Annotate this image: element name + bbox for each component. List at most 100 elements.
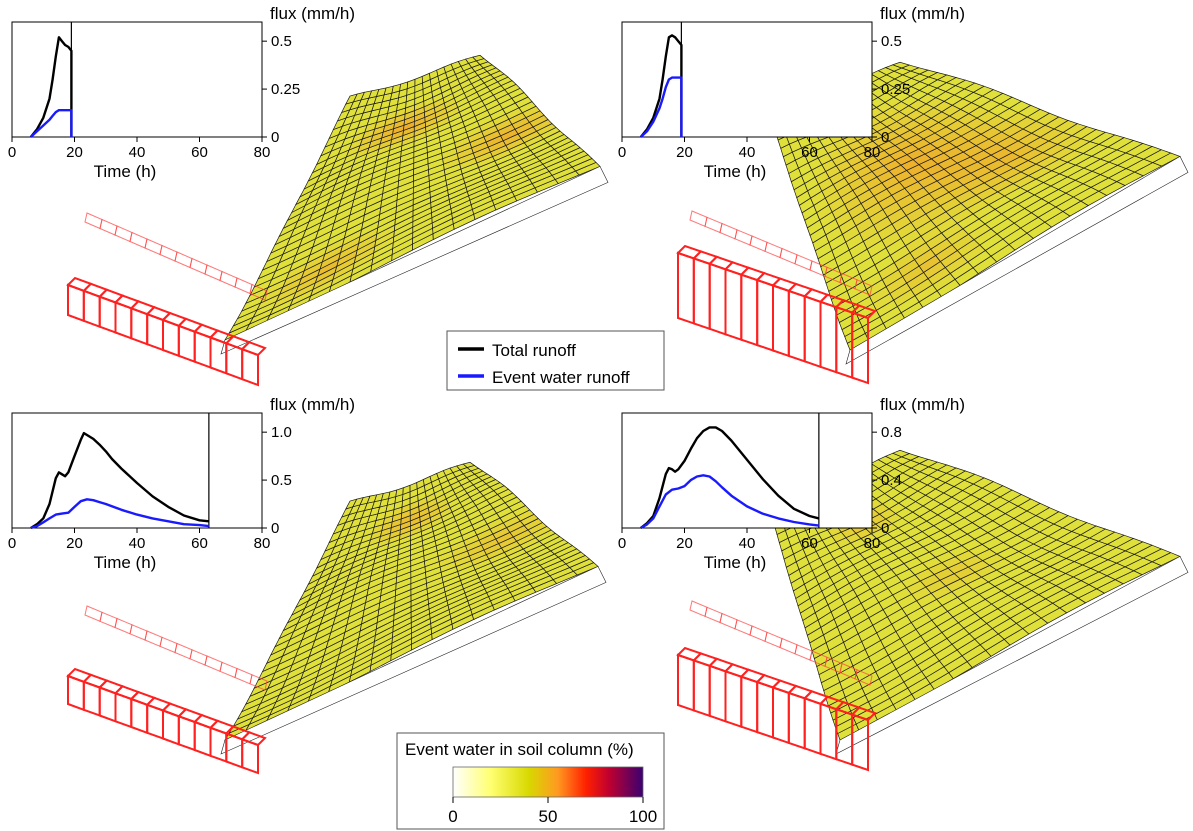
terrain-front-edge	[835, 555, 1189, 755]
x-tick-label: 20	[66, 144, 83, 161]
trough-segment-face	[803, 696, 822, 756]
trough-segment-face	[772, 686, 790, 745]
x-tick-label: 20	[676, 144, 693, 161]
trough-segment-face	[177, 324, 196, 364]
trough-segment-face	[130, 697, 149, 735]
trough-outline	[159, 244, 178, 262]
x-tick-label: 80	[864, 144, 881, 161]
terrain-cell	[472, 54, 485, 62]
trough-segment-face	[82, 680, 101, 717]
x-tick-label: 0	[8, 535, 16, 552]
trough-outline	[99, 218, 118, 236]
total-runoff-line	[640, 426, 820, 529]
trough-outline	[854, 279, 873, 296]
x-tick-label: 40	[129, 535, 146, 552]
terrain-cell	[891, 61, 911, 69]
trough-segment-face	[756, 278, 774, 352]
trough-outline	[234, 277, 253, 295]
trough-segment-face	[130, 306, 149, 346]
trough-outline	[234, 667, 253, 685]
y-tick-label: 0	[271, 129, 279, 146]
x-tick-label: 0	[618, 144, 626, 161]
trough-outline	[189, 649, 208, 666]
terrain-cell	[891, 449, 911, 458]
x-tick-label: 20	[66, 535, 83, 552]
trough-segment-face	[740, 675, 759, 734]
legend-label-total: Total runoff	[492, 341, 576, 360]
x-tick-label: 20	[676, 535, 693, 552]
trough-outline	[129, 624, 148, 641]
trough-segment-face	[241, 737, 259, 775]
y-axis-label: flux (mm/h)	[880, 4, 965, 23]
plot-frame	[11, 412, 263, 529]
terrain-surface-top-right	[676, 61, 1189, 385]
trough-segment-face	[67, 674, 85, 712]
trough-outline	[129, 231, 148, 249]
trough-segment-face	[209, 336, 228, 375]
trough-outline	[144, 630, 163, 647]
trough-outline	[189, 257, 208, 275]
terrain-surface-top-left	[66, 54, 609, 387]
trough-segment-face	[98, 295, 117, 334]
trough-outline	[204, 264, 223, 282]
y-tick-label: 0	[881, 129, 889, 146]
trough-outline	[114, 617, 133, 635]
legend: Total runoff Event water runoff	[446, 330, 665, 391]
trough-outline	[764, 241, 783, 259]
x-tick-label: 40	[129, 144, 146, 161]
trough-segment-face	[787, 691, 806, 750]
trough-outline	[734, 619, 753, 636]
x-tick-label: 80	[864, 535, 881, 552]
trough-outline	[794, 254, 813, 271]
colorbar-tick-label: 50	[539, 807, 558, 826]
trough-outline	[779, 247, 798, 265]
trough-outline	[854, 669, 873, 686]
x-tick-label: 40	[739, 535, 756, 552]
trough-segment-face	[851, 311, 869, 385]
trough-outline	[704, 216, 723, 234]
trough-segment-face	[692, 659, 711, 718]
terrain-front-edge	[845, 155, 1189, 365]
trough-segment-face	[241, 347, 259, 387]
y-axis-label: flux (mm/h)	[880, 395, 965, 414]
y-tick-label: 0.5	[271, 33, 292, 50]
trough-segment-face	[677, 653, 695, 712]
y-tick-label: 0.25	[271, 81, 300, 98]
trough-segment-face	[851, 713, 869, 772]
trough-segment-face	[787, 289, 806, 363]
colorbar-gradient	[452, 766, 644, 798]
trough-outline	[84, 605, 103, 622]
y-tick-label: 0	[881, 520, 889, 537]
trough-segment-face	[803, 294, 822, 369]
x-tick-label: 0	[8, 144, 16, 161]
trough-outline	[749, 235, 768, 252]
terrain-surface-bottom-right	[676, 449, 1189, 772]
y-axis-label: flux (mm/h)	[270, 395, 355, 414]
plot-frame	[621, 21, 873, 138]
trough-outline	[144, 238, 163, 256]
trough-segment-face	[162, 318, 180, 358]
y-tick-label: 0	[271, 520, 279, 537]
x-axis-label: Time (h)	[94, 553, 157, 572]
event-water-runoff-line	[640, 474, 820, 530]
trough-segment-face	[724, 267, 743, 342]
x-tick-label: 40	[739, 144, 756, 161]
trough-segment-face	[98, 686, 117, 723]
y-tick-label: 0.5	[271, 472, 292, 489]
terrain-front-edge	[220, 565, 607, 755]
y-axis-label: flux (mm/h)	[270, 4, 355, 23]
trough-outline	[779, 637, 798, 655]
legend-box	[446, 330, 665, 391]
x-tick-label: 60	[801, 144, 818, 161]
trough-outline	[719, 612, 738, 630]
trough-segment-face	[724, 669, 743, 729]
trough-outline	[219, 270, 238, 288]
legend-label-event: Event water runoff	[492, 368, 630, 387]
total-runoff-line	[30, 431, 210, 530]
terrain-front-edge	[220, 165, 609, 355]
